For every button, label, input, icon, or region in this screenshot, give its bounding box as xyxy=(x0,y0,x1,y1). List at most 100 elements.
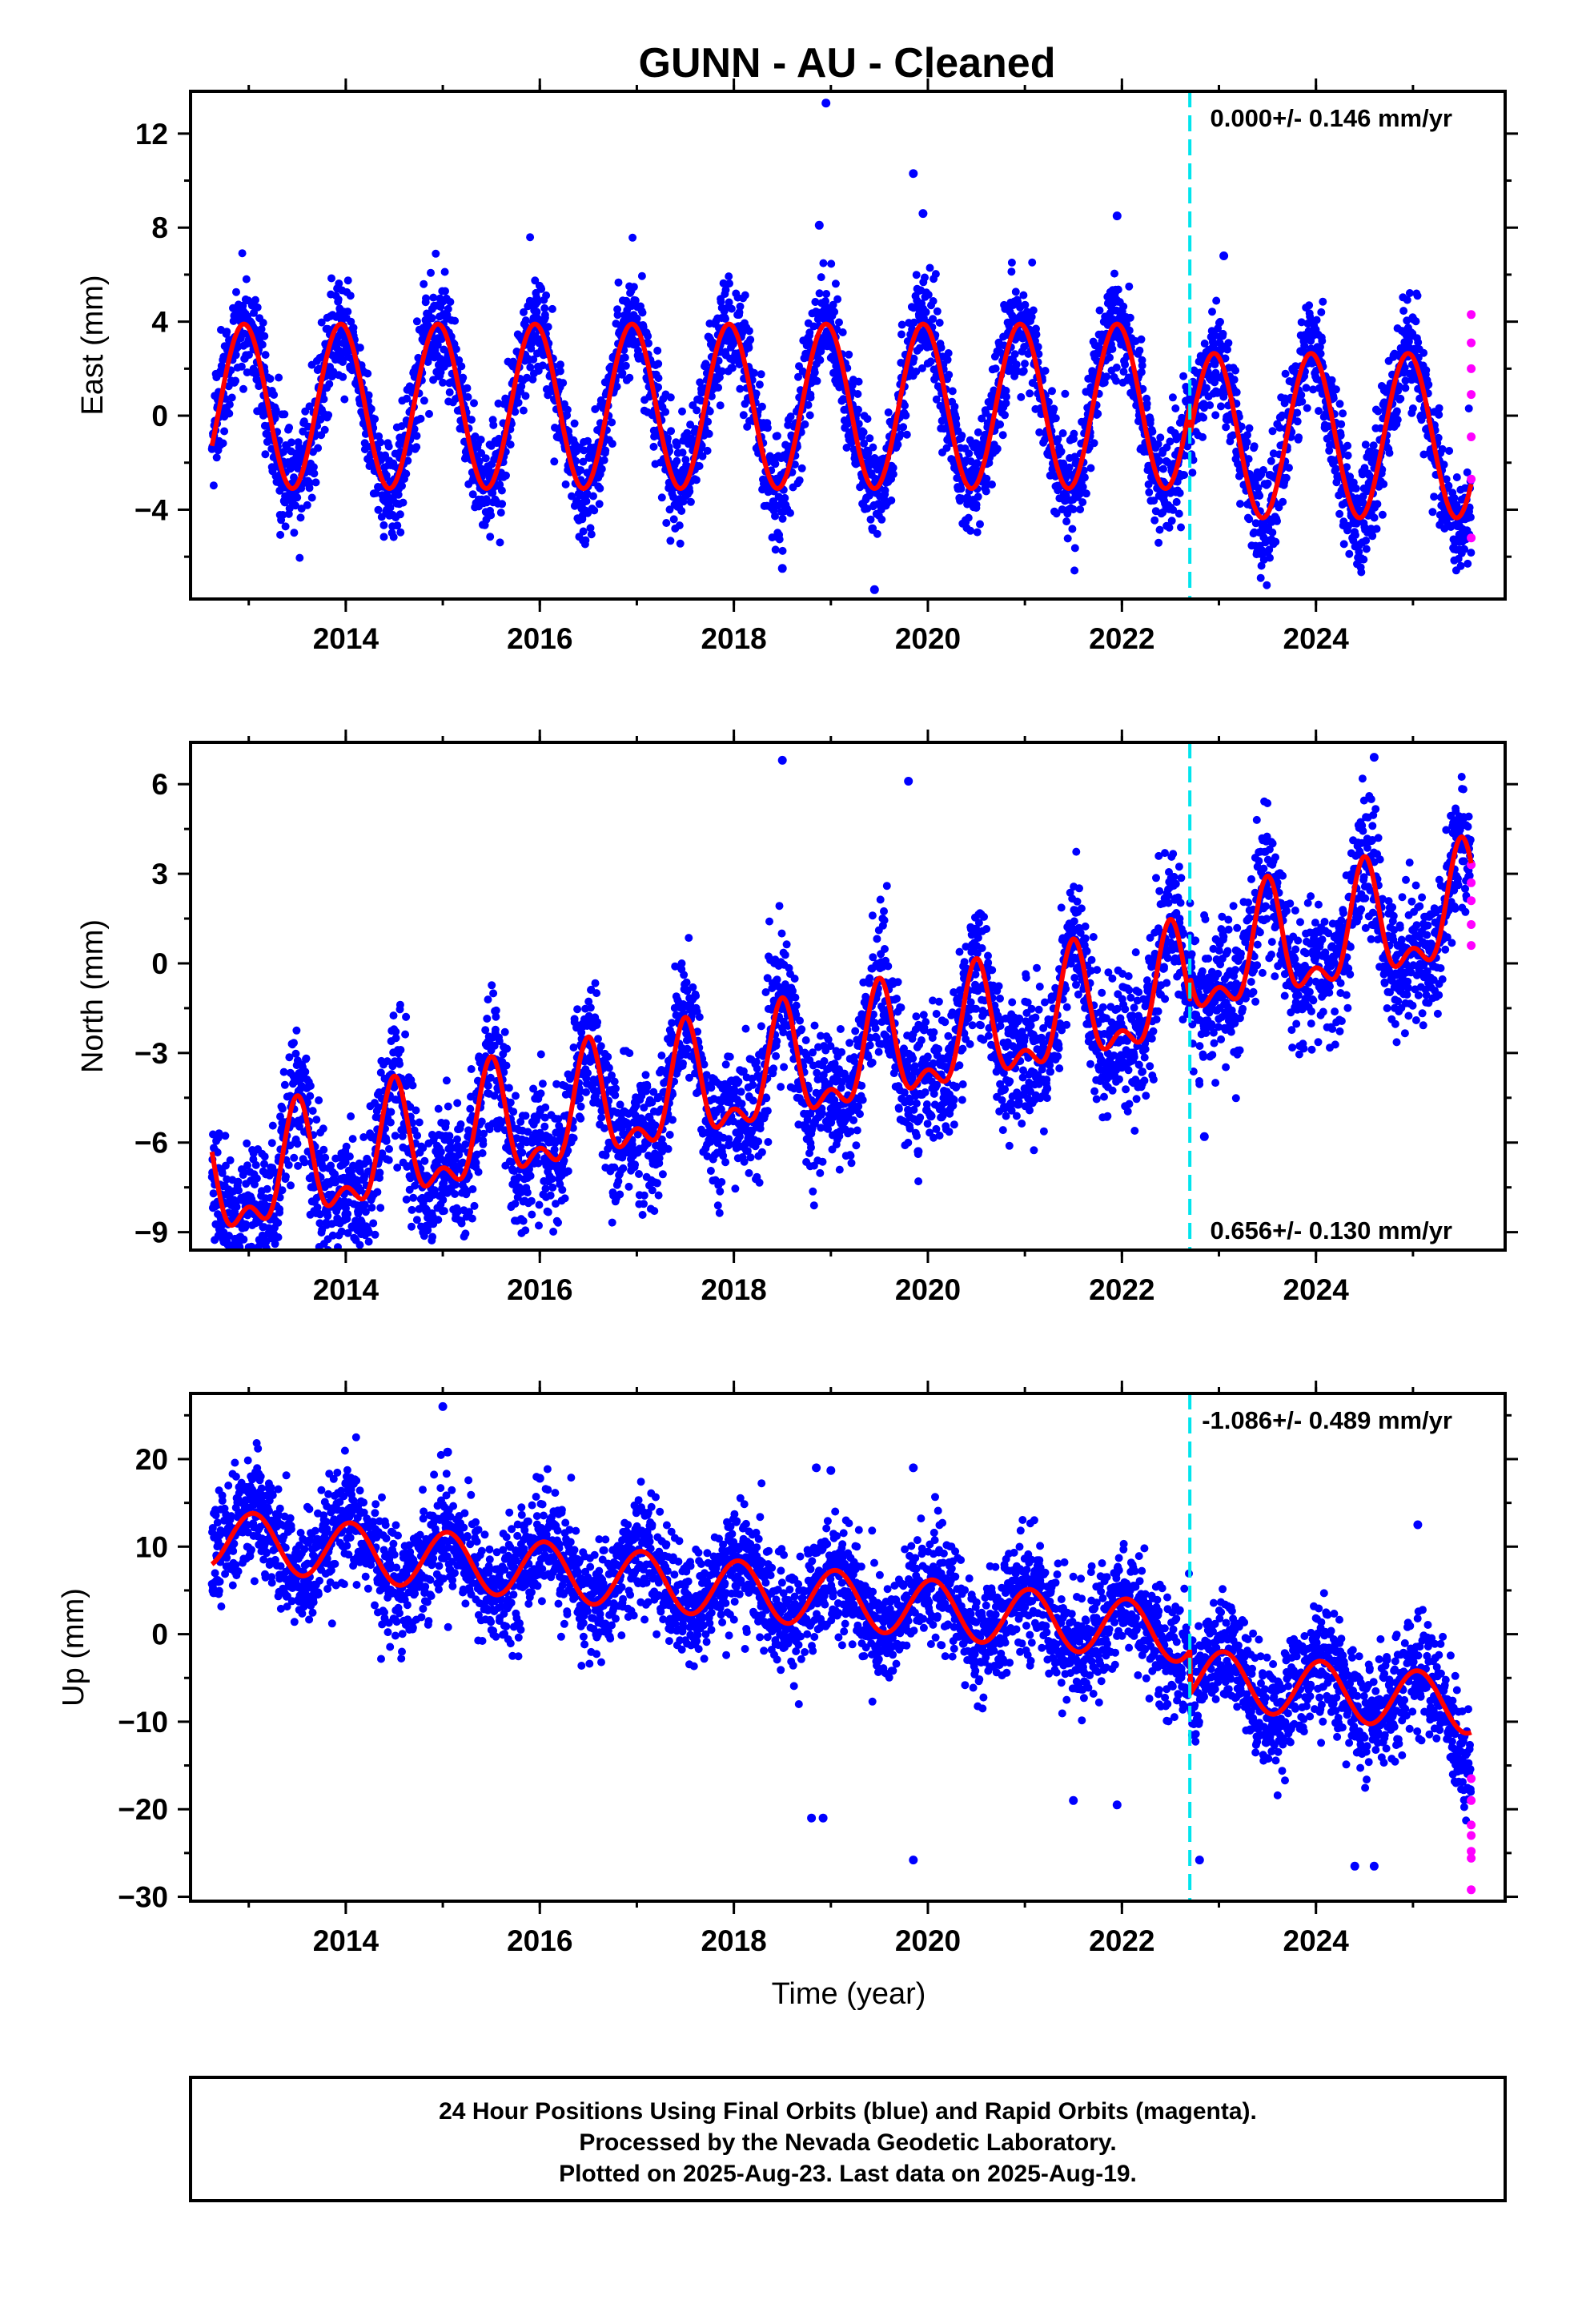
outlier-point xyxy=(918,209,928,219)
y-tick-label: 0 xyxy=(151,1618,168,1651)
final-orbit-points xyxy=(207,1401,1476,1895)
x-tick-label: 2018 xyxy=(701,622,766,655)
y-tick-label: 0 xyxy=(151,400,168,432)
rapid-orbit-point xyxy=(1467,1820,1476,1830)
rapid-orbit-point xyxy=(1467,941,1476,951)
outlier-point xyxy=(777,564,787,573)
model-fit-line xyxy=(210,1510,1473,1736)
rapid-orbit-point xyxy=(1467,533,1476,543)
outlier-point xyxy=(1350,1861,1359,1871)
x-tick-label: 2022 xyxy=(1089,1924,1154,1957)
outlier-point xyxy=(909,169,918,179)
rapid-orbit-point xyxy=(1467,390,1476,400)
rapid-orbit-point xyxy=(1467,338,1476,348)
x-tick-label: 2024 xyxy=(1283,1273,1350,1306)
x-tick-label: 2022 xyxy=(1089,1273,1154,1306)
y-axis-label: Up (mm) xyxy=(57,1588,90,1707)
x-tick-label: 2022 xyxy=(1089,622,1154,655)
rapid-orbit-point xyxy=(1467,1795,1476,1805)
velocity-label: -1.086+/- 0.489 mm/yr xyxy=(1202,1406,1452,1434)
outlier-point xyxy=(1112,1800,1122,1810)
x-tick-label: 2016 xyxy=(507,1273,572,1306)
outlier-point xyxy=(826,1466,836,1475)
outlier-point xyxy=(235,1233,244,1243)
outlier-point xyxy=(1219,251,1229,260)
y-tick-label: −10 xyxy=(118,1706,168,1739)
x-tick-label: 2024 xyxy=(1283,622,1350,655)
x-tick-label: 2020 xyxy=(895,1273,961,1306)
outlier-point xyxy=(818,1813,828,1823)
y-tick-label: 3 xyxy=(151,858,168,891)
rapid-orbit-point xyxy=(1467,364,1476,373)
outlier-point xyxy=(535,1474,544,1483)
velocity-label: 0.000+/- 0.146 mm/yr xyxy=(1211,104,1452,132)
rapid-orbit-point xyxy=(1467,432,1476,441)
outlier-point xyxy=(812,1463,821,1473)
outlier-point xyxy=(821,99,831,108)
outlier-point xyxy=(913,1147,923,1156)
outlier-point xyxy=(1369,753,1379,762)
x-tick-label: 2014 xyxy=(313,622,379,655)
x-tick-label: 2014 xyxy=(313,1924,379,1957)
rapid-orbit-point xyxy=(1467,920,1476,929)
y-tick-label: −6 xyxy=(135,1127,168,1160)
outlier-point xyxy=(777,755,787,765)
outlier-point xyxy=(814,220,824,230)
y-axis-label: East (mm) xyxy=(76,275,110,415)
outlier-point xyxy=(1369,1861,1379,1871)
outlier-point xyxy=(341,1479,351,1489)
footer-line-1: 24 Hour Positions Using Final Orbits (bl… xyxy=(439,2098,1257,2125)
y-tick-label: −30 xyxy=(118,1881,168,1914)
y-tick-label: −9 xyxy=(135,1216,168,1249)
y-tick-label: 20 xyxy=(135,1443,168,1476)
rapid-orbit-point xyxy=(1467,1774,1476,1783)
outlier-point xyxy=(443,1447,452,1457)
plot-frame xyxy=(189,1392,1507,1903)
x-tick-label: 2016 xyxy=(507,1924,572,1957)
plot-frame xyxy=(189,90,1507,601)
plot-frame xyxy=(189,741,1507,1252)
model-fit-line xyxy=(209,321,1474,521)
outlier-point xyxy=(1069,1795,1078,1805)
final-orbit-point-cloud xyxy=(207,233,1476,589)
y-tick-label: 12 xyxy=(135,118,168,151)
rapid-orbit-point xyxy=(1467,1853,1476,1863)
panel-north: 2014 2016 2018 2020 2022 2024 −9 −6 −3 0 3 6 North (… xyxy=(76,730,1518,1306)
x-tick-label: 2018 xyxy=(701,1273,766,1306)
final-orbit-points xyxy=(207,753,1476,1250)
y-tick-label: 6 xyxy=(151,768,168,801)
rapid-orbit-point xyxy=(1467,474,1476,484)
x-tick-label: 2014 xyxy=(313,1273,379,1306)
y-tick-label: 10 xyxy=(135,1530,168,1563)
outlier-point xyxy=(1199,1132,1209,1141)
final-orbit-point-cloud xyxy=(207,1433,1476,1825)
rapid-orbit-point xyxy=(1467,896,1476,906)
panel-up: 2014 2016 2018 2020 2022 2024 −30 −20 −10 0 10 20 Up… xyxy=(57,1381,1518,2011)
rapid-orbit-point xyxy=(1467,878,1476,887)
y-tick-label: 8 xyxy=(151,211,168,244)
velocity-label: 0.656+/- 0.130 mm/yr xyxy=(1211,1216,1452,1244)
outlier-point xyxy=(909,1463,918,1473)
y-tick-label: 4 xyxy=(151,306,168,339)
final-orbit-points xyxy=(207,99,1476,594)
y-tick-label: −3 xyxy=(135,1037,168,1070)
x-tick-label: 2020 xyxy=(895,622,961,655)
footer-line-2: Processed by the Nevada Geodetic Laborat… xyxy=(579,2129,1116,2156)
x-tick-label: 2024 xyxy=(1283,1924,1350,1957)
y-tick-label: −4 xyxy=(135,493,169,526)
footer-box: 24 Hour Positions Using Final Orbits (bl… xyxy=(189,2076,1507,2202)
outlier-point xyxy=(1112,211,1122,221)
model-fit-line xyxy=(209,834,1474,1228)
outlier-point xyxy=(1413,1520,1423,1530)
x-axis-label: Time (year) xyxy=(772,1977,926,2011)
footer-line-3: Plotted on 2025-Aug-23. Last data on 202… xyxy=(559,2161,1137,2187)
outlier-point xyxy=(341,1209,351,1219)
rapid-orbit-point xyxy=(1467,1885,1476,1895)
x-tick-label: 2020 xyxy=(895,1924,961,1957)
x-tick-label: 2016 xyxy=(507,622,572,655)
outlier-point xyxy=(869,585,879,594)
final-orbit-point-cloud xyxy=(207,773,1476,1250)
y-tick-label: −20 xyxy=(118,1793,168,1826)
y-axis-label: North (mm) xyxy=(76,919,110,1073)
